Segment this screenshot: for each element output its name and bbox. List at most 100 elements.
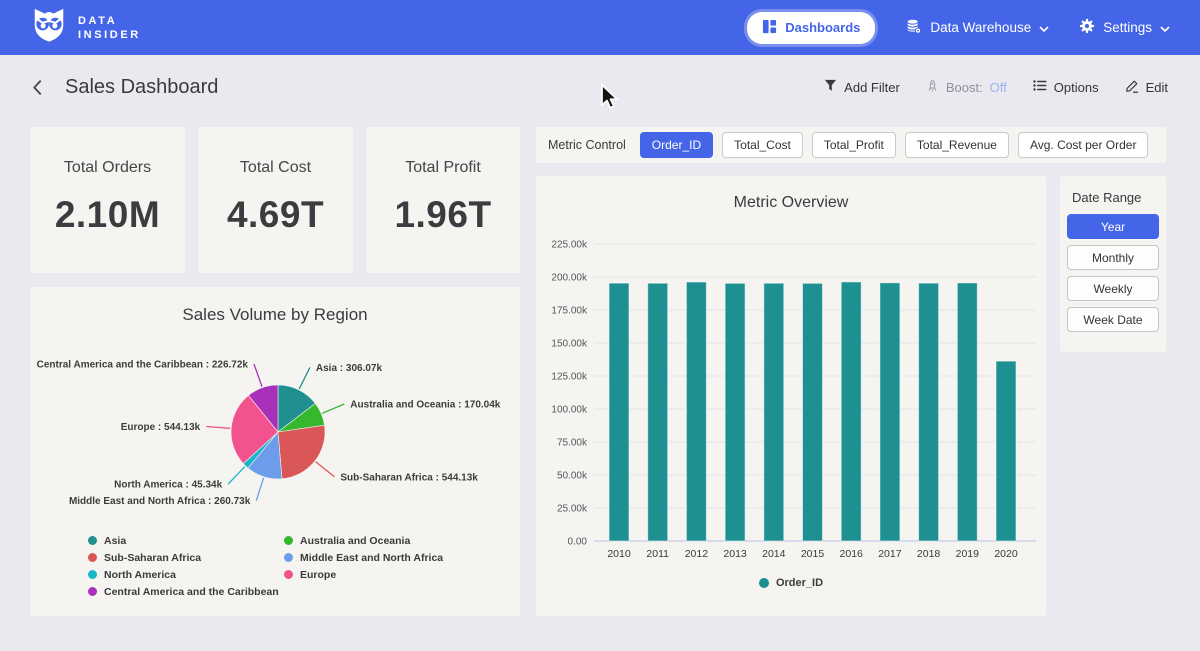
kpi-card-total-cost: Total Cost 4.69T [198,127,353,273]
brand-line-2: INSIDER [78,28,141,42]
bar-2013[interactable] [725,283,745,541]
dashboards-button[interactable]: Dashboards [747,12,875,44]
pie-slice-sub-saharan-africa[interactable] [278,425,325,479]
edit-label: Edit [1146,80,1168,95]
pie-label-line [206,427,230,429]
legend-dot [284,553,293,562]
pie-legend-item-europe[interactable]: Europe [284,566,520,583]
brand-logo[interactable]: DATA INSIDER [30,6,141,49]
bar-2014[interactable] [764,283,784,541]
legend-dot [88,553,97,562]
metric-option-avg-cost-per-order[interactable]: Avg. Cost per Order [1018,132,1149,158]
page-header: Sales Dashboard Add Filter Boost: Off [0,55,1200,119]
x-tick-label: 2016 [840,548,864,560]
pie-label-line [299,367,310,389]
boost-state: Off [990,80,1007,95]
pie-chart-svg[interactable]: Asia : 306.07k Australia and Oceania : 17… [30,330,520,530]
bar-2018[interactable] [919,283,939,541]
bar-2020[interactable] [996,361,1016,541]
bar-2012[interactable] [686,282,706,541]
pie-slice-label-australia-and-oceania: Australia and Oceania : 170.04k [350,400,501,411]
legend-dot [88,536,97,545]
edit-button[interactable]: Edit [1125,79,1168,96]
kpi-label: Total Cost [198,159,353,177]
chevron-down-icon [1160,20,1170,35]
x-tick-label: 2013 [723,548,747,560]
pie-legend-item-australia-and-oceania[interactable]: Australia and Oceania [284,532,520,549]
pie-legend-item-central-america-and-the-caribbean[interactable]: Central America and the Caribbean [88,583,284,600]
settings-menu[interactable]: Settings [1079,18,1170,37]
pie-label-line [254,364,262,387]
date-range-panel: Date Range YearMonthlyWeeklyWeek Date [1060,176,1166,352]
legend-label: North America [104,569,176,581]
x-tick-label: 2019 [956,548,980,560]
kpi-card-total-profit: Total Profit 1.96T [366,127,520,273]
date-range-option-week-date[interactable]: Week Date [1067,307,1159,332]
pie-chart-title: Sales Volume by Region [30,287,520,325]
pie-legend-item-middle-east-and-north-africa[interactable]: Middle East and North Africa [284,549,520,566]
rocket-icon [926,79,939,96]
kpi-value: 1.96T [366,194,520,236]
back-icon[interactable] [32,79,43,96]
metric-option-total-cost[interactable]: Total_Cost [722,132,803,158]
y-tick-label: 0.00 [568,537,588,548]
legend-dot [759,578,769,588]
metric-option-order-id[interactable]: Order_ID [640,132,713,158]
pie-label-line [316,462,335,477]
bar-2016[interactable] [841,282,861,541]
legend-label: Central America and the Caribbean [104,586,279,598]
add-filter-label: Add Filter [844,80,900,95]
legend-dot [88,587,97,596]
data-warehouse-menu[interactable]: Data Warehouse [905,18,1049,38]
legend-label: Sub-Saharan Africa [104,552,201,564]
pie-slice-label-asia: Asia : 306.07k [316,363,383,374]
date-range-option-year[interactable]: Year [1067,214,1159,239]
y-tick-label: 150.00k [551,339,588,350]
dashboards-label: Dashboards [785,20,860,35]
bar-2011[interactable] [648,283,668,541]
bar-2010[interactable] [609,283,629,541]
legend-label: Asia [104,535,126,547]
y-tick-label: 50.00k [557,471,588,482]
pie-legend-item-sub-saharan-africa[interactable]: Sub-Saharan Africa [88,549,284,566]
chevron-down-icon [1039,20,1049,35]
y-tick-label: 75.00k [557,438,588,449]
y-tick-label: 225.00k [551,240,588,251]
brand-line-1: DATA [78,14,141,28]
legend-label: Europe [300,569,336,581]
options-button[interactable]: Options [1033,79,1099,95]
date-range-option-monthly[interactable]: Monthly [1067,245,1159,270]
pie-label-line [322,404,344,413]
metric-option-total-revenue[interactable]: Total_Revenue [905,132,1009,158]
x-tick-label: 2017 [878,548,902,560]
kpi-value: 2.10M [30,194,185,236]
pie-slice-label-europe: Europe : 544.13k [121,422,201,433]
bar-2017[interactable] [880,283,900,541]
legend-dot [284,536,293,545]
gear-icon [1079,18,1095,37]
filter-icon [824,79,837,95]
pie-legend-item-north-america[interactable]: North America [88,566,284,583]
date-range-option-weekly[interactable]: Weekly [1067,276,1159,301]
bar-2019[interactable] [957,283,977,541]
boost-toggle[interactable]: Boost: Off [926,79,1007,96]
bar-2015[interactable] [803,283,823,541]
bar-chart-svg[interactable]: 0.0025.00k50.00k75.00k100.00k125.00k150.… [536,223,1046,568]
kpi-label: Total Orders [30,159,185,177]
pie-slice-label-central-america-and-the-caribbean: Central America and the Caribbean : 226.… [37,360,249,371]
bar-chart-legend[interactable]: Order_ID [536,577,1046,589]
x-tick-label: 2011 [646,548,669,560]
boost-label: Boost: [946,80,983,95]
options-label: Options [1054,80,1099,95]
legend-dot [284,570,293,579]
date-range-options: Year Monthly Weekly Week Date [1067,214,1159,332]
x-tick-label: 2015 [801,548,825,560]
bar-chart-title: Metric Overview [536,176,1046,212]
options-list-icon [1033,79,1047,95]
metric-option-total-profit[interactable]: Total_Profit [812,132,896,158]
kpi-label: Total Profit [366,159,520,177]
add-filter-button[interactable]: Add Filter [824,79,900,95]
pie-chart-legend: Asia Sub-Saharan Africa North America Centr… [30,532,520,600]
page-title: Sales Dashboard [65,76,218,99]
pie-legend-item-asia[interactable]: Asia [88,532,284,549]
